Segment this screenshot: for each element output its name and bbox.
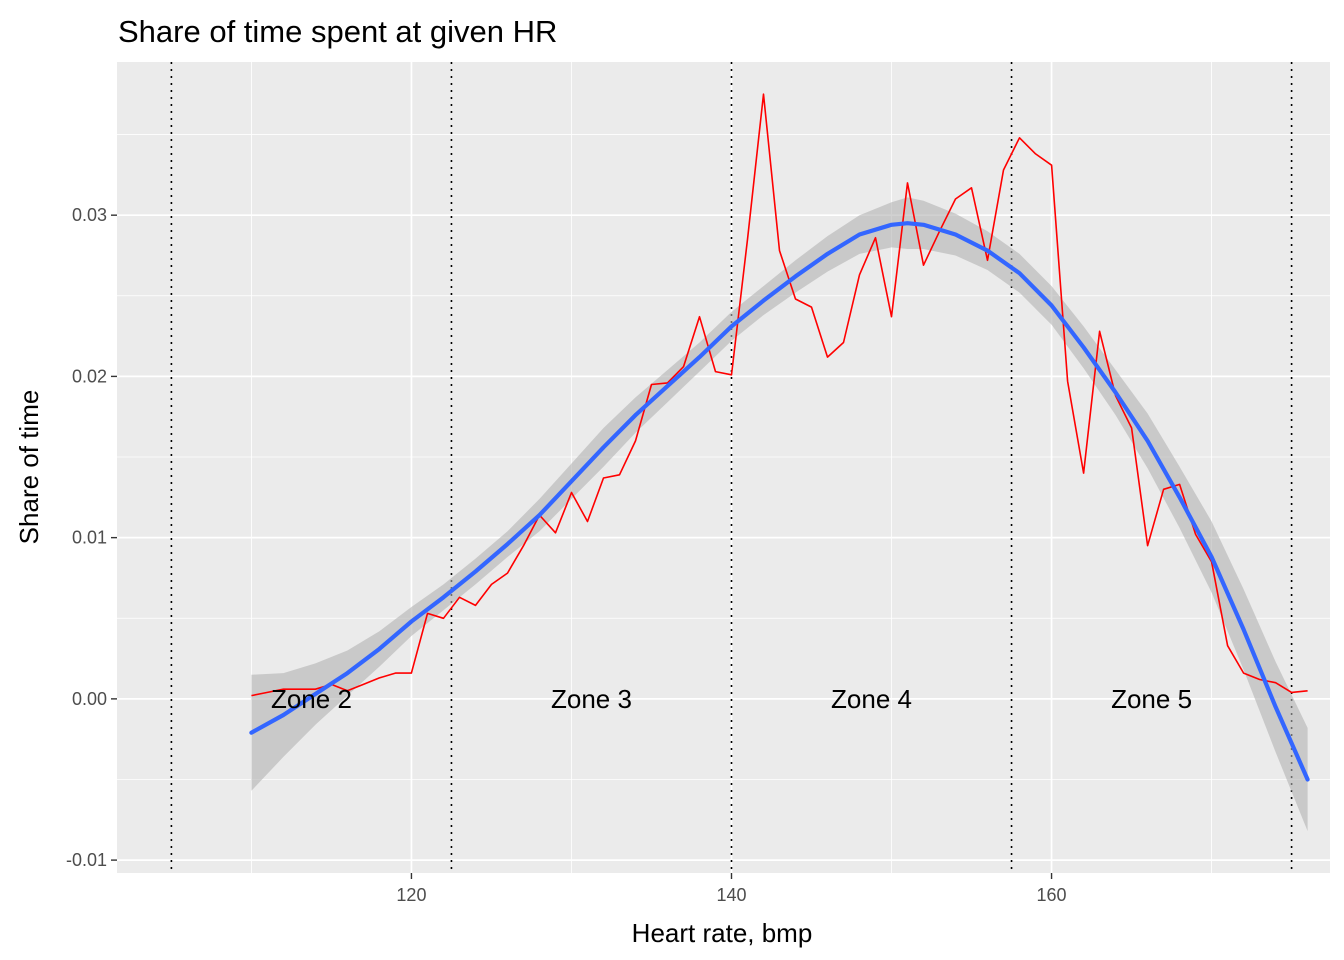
x-axis: 120 140 160 [396,873,1067,905]
smoothed-trend-line [249,221,1310,782]
x-tick-label: 120 [396,885,426,905]
zone-label: Zone 3 [551,684,632,714]
zone-label: Zone 4 [831,684,912,714]
chart-title: Share of time spent at given HR [118,14,557,49]
plot-panel: Zone 2 Zone 3 Zone 4 Zone 5 [117,62,1330,873]
y-axis-title: Share of time [14,390,44,545]
x-axis-title: Heart rate, bmp [632,918,813,948]
zone-label: Zone 2 [271,684,352,714]
panel-background [117,62,1330,873]
observed-share-line [251,93,1308,697]
zone-label: Zone 5 [1111,684,1192,714]
x-tick-label: 140 [716,885,746,905]
y-tick-label: 0.02 [72,366,107,386]
x-tick-label: 160 [1037,885,1067,905]
y-tick-label: 0.01 [72,528,107,548]
y-axis: -0.01 0.00 0.01 0.02 0.03 [66,205,117,870]
y-tick-label: 0.03 [72,205,107,225]
y-tick-label: -0.01 [66,850,107,870]
y-tick-label: 0.00 [72,689,107,709]
